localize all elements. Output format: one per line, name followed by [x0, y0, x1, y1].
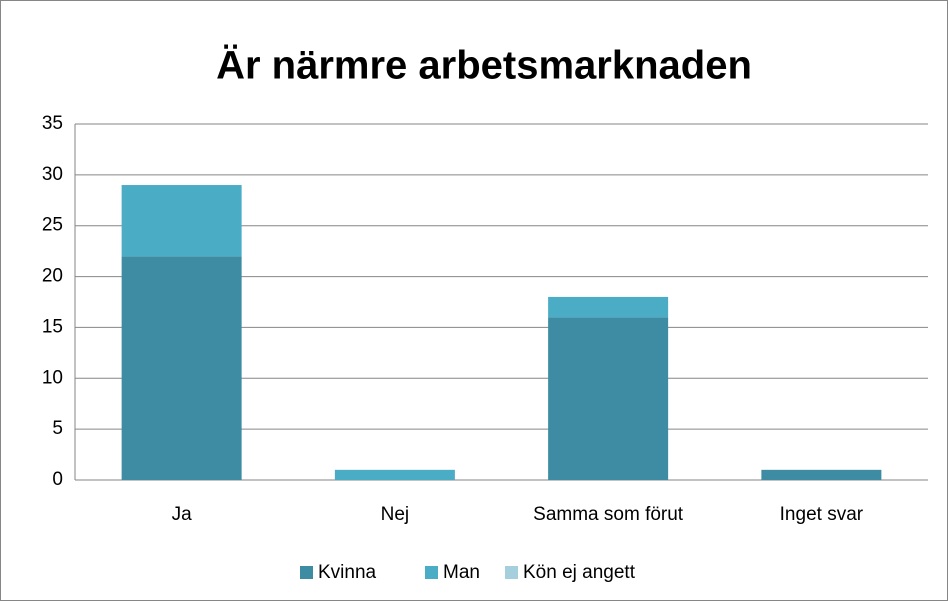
bar-segment: [334, 469, 455, 480]
bar-segment: [548, 317, 669, 480]
bar-segment: [761, 469, 882, 480]
bar-segment: [121, 256, 242, 480]
x-tick-label: Samma som förut: [533, 504, 684, 525]
bar-segment: [548, 296, 669, 318]
y-tick-label: 5: [52, 418, 63, 439]
legend-swatch: [300, 566, 313, 579]
legend-label: Man: [443, 562, 480, 583]
y-tick-label: 25: [42, 215, 63, 236]
x-tick-label: Inget svar: [780, 504, 864, 525]
x-tick-label: Nej: [381, 504, 410, 525]
legend-label: Kön ej angett: [523, 562, 636, 583]
y-tick-label: 35: [42, 113, 63, 134]
y-tick-label: 0: [52, 469, 63, 490]
y-tick-label: 30: [42, 164, 63, 185]
y-tick-label: 15: [42, 316, 63, 337]
chart-title: Är närmre arbetsmarknaden: [216, 44, 752, 88]
y-tick-label: 10: [42, 367, 63, 388]
legend-label: Kvinna: [318, 562, 377, 583]
bar-segment: [121, 185, 242, 257]
x-tick-label: Ja: [172, 504, 193, 525]
legend-swatch: [425, 566, 438, 579]
legend-swatch: [505, 566, 518, 579]
y-tick-label: 20: [42, 266, 63, 287]
